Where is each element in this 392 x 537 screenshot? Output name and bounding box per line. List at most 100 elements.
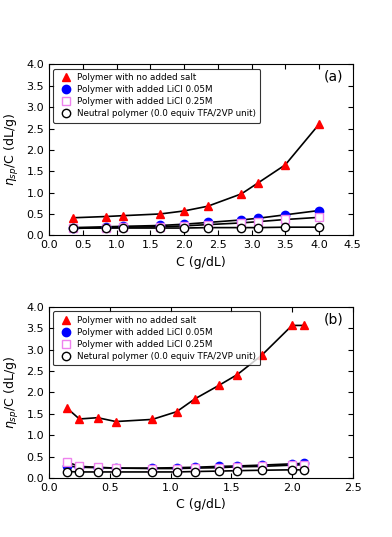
Polymer with no added salt [317,121,321,127]
Polymer with added LiCl 0.25M [235,463,240,470]
Line: Polymer with added LiCl 0.25M: Polymer with added LiCl 0.25M [69,213,323,233]
Text: (b): (b) [324,312,344,326]
Polymer with added LiCl 0.05M [150,465,154,471]
Neutral polymer (0.0 equiv TFA/2VP unit) [205,224,210,231]
Polymer with added LiCl 0.05M [77,464,82,470]
Polymer with added LiCl 0.05M [256,215,261,221]
Polymer with no added salt [239,191,244,197]
Legend: Polymer with no added salt, Polymer with added LiCl 0.05M, Polymer with added Li: Polymer with no added salt, Polymer with… [53,311,260,365]
Line: Polymer with added LiCl 0.25M: Polymer with added LiCl 0.25M [63,458,309,473]
Polymer with added LiCl 0.05M [181,221,186,228]
Neutral polymer (0.0 equiv TFA/2VP unit) [104,225,109,231]
Netural polymer (0.0 equiv TFA/2VP unit) [77,469,82,475]
Polymer with added LiCl 0.25M [290,462,294,468]
Polymer with added LiCl 0.25M [260,463,264,470]
Polymer with no added salt [114,418,118,425]
Polymer with added LiCl 0.25M [302,461,307,468]
Netural polymer (0.0 equiv TFA/2VP unit) [150,469,154,475]
Neutral polymer (0.0 equiv TFA/2VP unit) [158,225,163,231]
Polymer with no added salt [256,179,261,186]
Neutral polymer (0.0 equiv TFA/2VP unit) [283,224,288,230]
Polymer with added LiCl 0.25M [70,225,75,231]
Polymer with added LiCl 0.05M [290,461,294,467]
Polymer with no added salt [95,415,100,421]
Neutral polymer (0.0 equiv TFA/2VP unit) [121,225,125,231]
Polymer with added LiCl 0.25M [150,465,154,472]
Line: Neutral polymer (0.0 equiv TFA/2VP unit): Neutral polymer (0.0 equiv TFA/2VP unit) [69,223,323,232]
Line: Polymer with added LiCl 0.05M: Polymer with added LiCl 0.05M [63,459,309,472]
Neutral polymer (0.0 equiv TFA/2VP unit) [181,225,186,231]
Polymer with no added salt [205,203,210,209]
Polymer with added LiCl 0.05M [121,223,125,229]
Netural polymer (0.0 equiv TFA/2VP unit) [217,468,221,474]
Netural polymer (0.0 equiv TFA/2VP unit) [114,469,118,475]
Polymer with no added salt [290,322,294,329]
Polymer with added LiCl 0.05M [235,463,240,469]
Polymer with added LiCl 0.25M [174,465,179,472]
Netural polymer (0.0 equiv TFA/2VP unit) [95,469,100,475]
Polymer with no added salt [302,322,307,329]
Polymer with added LiCl 0.05M [192,464,197,470]
Polymer with added LiCl 0.05M [217,463,221,470]
Polymer with no added salt [158,211,163,217]
Polymer with no added salt [121,213,125,219]
Text: (a): (a) [324,70,344,84]
Y-axis label: $\eta_{sp}$/C (dL/g): $\eta_{sp}$/C (dL/g) [3,113,21,186]
Netural polymer (0.0 equiv TFA/2VP unit) [65,468,70,475]
Polymer with added LiCl 0.05M [317,207,321,214]
Polymer with added LiCl 0.05M [104,223,109,230]
Netural polymer (0.0 equiv TFA/2VP unit) [302,467,307,473]
Netural polymer (0.0 equiv TFA/2VP unit) [260,467,264,474]
Polymer with added LiCl 0.25M [317,214,321,221]
Polymer with added LiCl 0.05M [283,212,288,218]
Polymer with added LiCl 0.05M [205,219,210,226]
Polymer with added LiCl 0.25M [181,223,186,229]
Polymer with no added salt [217,382,221,388]
Y-axis label: $\eta_{sp}$/C (dL/g): $\eta_{sp}$/C (dL/g) [3,356,21,429]
Polymer with no added salt [235,372,240,378]
Line: Polymer with added LiCl 0.05M: Polymer with added LiCl 0.05M [69,206,323,232]
Polymer with added LiCl 0.25M [192,465,197,471]
Polymer with added LiCl 0.25M [77,463,82,470]
Polymer with added LiCl 0.25M [104,224,109,231]
Polymer with no added salt [150,416,154,423]
X-axis label: C (g/dL): C (g/dL) [176,256,226,268]
Polymer with added LiCl 0.25M [114,465,118,471]
Polymer with no added salt [181,208,186,214]
Netural polymer (0.0 equiv TFA/2VP unit) [290,467,294,473]
Polymer with added LiCl 0.25M [121,224,125,230]
Polymer with added LiCl 0.05M [174,465,179,471]
Line: Polymer with no added salt: Polymer with no added salt [63,321,309,426]
Netural polymer (0.0 equiv TFA/2VP unit) [174,469,179,475]
Neutral polymer (0.0 equiv TFA/2VP unit) [239,224,244,231]
Polymer with no added salt [174,409,179,415]
Neutral polymer (0.0 equiv TFA/2VP unit) [256,224,261,231]
Polymer with added LiCl 0.25M [239,220,244,226]
Polymer with added LiCl 0.25M [217,465,221,471]
Polymer with no added salt [192,396,197,402]
Polymer with added LiCl 0.25M [158,223,163,230]
Neutral polymer (0.0 equiv TFA/2VP unit) [70,225,75,231]
Polymer with added LiCl 0.25M [95,464,100,470]
Netural polymer (0.0 equiv TFA/2VP unit) [192,468,197,475]
X-axis label: C (g/dL): C (g/dL) [176,498,226,511]
Polymer with no added salt [104,213,109,220]
Polymer with no added salt [77,416,82,422]
Polymer with added LiCl 0.05M [260,462,264,468]
Polymer with added LiCl 0.05M [302,460,307,467]
Polymer with added LiCl 0.05M [239,217,244,223]
Polymer with added LiCl 0.05M [114,465,118,471]
Polymer with added LiCl 0.25M [256,219,261,225]
Legend: Polymer with no added salt, Polymer with added LiCl 0.05M, Polymer with added Li: Polymer with no added salt, Polymer with… [53,69,260,123]
Polymer with added LiCl 0.05M [158,222,163,229]
Polymer with no added salt [260,352,264,359]
Netural polymer (0.0 equiv TFA/2VP unit) [235,467,240,474]
Polymer with added LiCl 0.05M [65,463,70,469]
Polymer with added LiCl 0.05M [95,465,100,471]
Line: Netural polymer (0.0 equiv TFA/2VP unit): Netural polymer (0.0 equiv TFA/2VP unit) [63,466,309,476]
Polymer with no added salt [283,162,288,168]
Polymer with added LiCl 0.25M [65,459,70,466]
Line: Polymer with no added salt: Polymer with no added salt [69,120,323,222]
Polymer with no added salt [65,405,70,411]
Neutral polymer (0.0 equiv TFA/2VP unit) [317,224,321,230]
